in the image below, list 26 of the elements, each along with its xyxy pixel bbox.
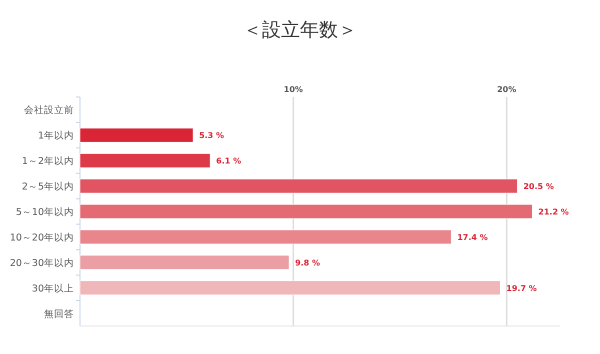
y-tick-label: 20～30年以内 (10, 256, 74, 269)
x-tick-label: 20% (497, 85, 516, 94)
data-label: 19.7 % (506, 284, 537, 293)
bar (80, 153, 210, 168)
x-tick-label: 10% (284, 85, 303, 94)
data-label: 17.4 % (457, 232, 488, 242)
bar (80, 128, 194, 142)
bar (80, 230, 452, 244)
y-tick-label: 無回答 (44, 308, 74, 320)
data-label: 9.8 % (295, 258, 320, 268)
y-tick-label: 1年以内 (38, 130, 74, 142)
y-tick-label: 5～10年以内 (16, 206, 74, 218)
y-tick-label: 1～2年以内 (22, 155, 74, 168)
data-label: 20.5 % (523, 182, 554, 192)
bar (80, 255, 290, 270)
bar (80, 204, 533, 219)
data-label: 21.2 % (538, 208, 569, 216)
chart-title: ＜設立年数＞ (243, 19, 357, 41)
bar (80, 280, 501, 296)
data-label: 6.1 % (216, 156, 242, 166)
data-label: 5.3 % (199, 131, 224, 140)
y-tick-label: 2～5年以内 (22, 180, 74, 193)
y-tick-label: 30年以上 (32, 282, 74, 294)
bar (80, 178, 518, 194)
y-tick-label: 10～20年以内 (10, 231, 74, 244)
y-tick-label: 会社設立前 (24, 104, 74, 116)
